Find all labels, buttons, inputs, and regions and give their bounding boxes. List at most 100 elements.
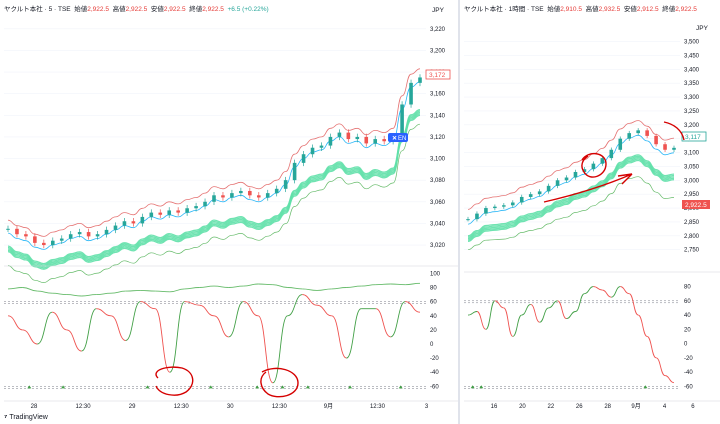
right-price-y-axis: 2,750 2,800 2,850 2,900 2,950 3,000 3,050 3,100… [684,40,700,254]
left-close-label: 終値 [189,6,203,13]
l-osc-signal-marker [145,385,150,389]
left-en-badge-text: EN [398,136,406,142]
left-symbol-header: ヤクルト本社 · 5 · TSE 始値2,922.5 高値2,922.5 安値2… [4,3,269,13]
l-candle-body [328,136,333,146]
l-osc-series-0-segment [213,315,229,338]
l-candle-body [77,232,82,235]
r-ma-green-line [467,176,675,251]
r-candle-body [546,185,551,192]
r-osc-series-0-segment [584,286,594,295]
r-candle-body [510,202,515,206]
l-osc-series-0-segment [243,301,259,317]
left-price-tag-text: 3,172 [429,72,446,79]
r-candle-body [573,171,578,178]
l-candle-body [355,136,360,140]
left-open-value: 2,922.5 [87,6,109,13]
left-en-badge[interactable]: ✕ EN [388,133,408,142]
right-price-grid [464,41,680,250]
l-osc-series-1-segment [140,289,156,292]
right-annotation-arc [663,121,685,141]
r-osc-series-0-segment [557,300,567,320]
l-candle-body [68,234,73,239]
l-osc-series-1-segment [272,284,288,288]
right-annotation-circle [581,153,607,178]
r-ma-red-line [467,120,675,210]
tradingview-logo[interactable]: ⁷ TradingView [4,413,48,422]
l-candle-body [409,82,413,105]
r-y-tick-1: 2,800 [684,234,700,240]
r-x-tick-1: 20 [519,404,526,410]
r-y-tick-4: 2,950 [684,192,700,198]
l-osc-series-1-segment [361,284,376,287]
r-y-tick-5: 3,000 [684,178,700,184]
right-x-axis: 16 20 22 26 28 9月 4 6 [464,400,720,410]
r-osc-series-0-segment [539,307,549,323]
l-candle-body [301,154,306,163]
panel-divider[interactable] [458,0,460,424]
r-osc-tick-5: -20 [684,356,693,362]
left-close-value: 2,922.5 [202,6,224,13]
r-candle-body [537,191,542,195]
l-osc-series-1-segment [184,287,200,290]
l-x-tick-5: 12:30 [272,404,288,410]
right-price-tag-text: 3,117 [685,134,701,141]
r-y-tick-9: 3,200 [684,123,700,129]
r-band-line [467,157,675,240]
r-y-tick-14: 3,450 [684,53,700,59]
l-osc-tick-2: 60 [430,300,437,306]
l-x-tick-8: 3 [425,404,429,410]
r-candle-body [663,144,667,150]
l-candle-body [113,225,118,230]
l-osc-tick-4: 20 [430,328,437,334]
r-y-tick-2: 2,850 [684,220,700,226]
r-osc-series-0-segment [611,286,621,298]
l-osc-series-1-segment [22,287,38,292]
l-osc-series-1-segment [96,292,112,296]
left-chart-panel[interactable]: ヤクルト本社 · 5 · TSE 始値2,922.5 高値2,922.5 安値2… [0,0,458,424]
l-candle-body [50,240,55,246]
left-chart-canvas[interactable]: JPY 3,0203,0403,0603,0803,1003,1203,1403… [0,0,458,424]
tradingview-mark-icon: ⁷ [4,413,8,422]
r-candle-body [484,208,488,214]
l-osc-tick-7: -40 [430,370,439,376]
l-candle-body [131,221,136,224]
l-osc-tick-0: 100 [430,271,441,277]
l-osc-signal-marker [27,385,32,389]
l-candle-body [274,188,279,194]
l-osc-signal-marker [280,385,285,389]
l-osc-series-1-segment [110,290,126,294]
l-candle-body [212,195,216,202]
l-candle-body [221,195,225,198]
left-currency-label: JPY [432,7,445,14]
r-osc-tick-2: 40 [684,313,691,319]
l-y-tick-10: 3,220 [430,27,446,33]
left-low-label: 安値 [150,6,164,13]
r-x-tick-2: 22 [547,404,554,410]
left-change: +6.5 (+0.22%) [227,6,269,13]
l-candle-body [256,195,261,198]
l-osc-series-1-segment [405,282,421,286]
left-price-tag: 3,172 [425,69,451,80]
l-candle-body [122,221,127,226]
l-y-tick-4: 3,100 [430,157,446,163]
l-osc-series-1-segment [81,294,97,297]
right-chart-panel[interactable]: ヤクルト本社 · 1時間 · TSE 始値2,910.5 高値2,932.5 安… [460,0,720,424]
l-osc-series-0-segment [7,315,23,331]
r-osc-series-0-segment [530,303,540,323]
l-osc-series-0-segment [110,315,126,341]
l-candle-body [310,147,315,155]
l-osc-series-0-segment [257,315,274,384]
left-annotation-circle-1 [155,366,194,396]
l-osc-series-0-segment [272,315,289,384]
l-osc-series-0-segment [390,301,406,338]
r-candle-body [609,149,614,159]
right-chart-canvas[interactable]: JPY 2,750 2,800 2,850 2,900 2,950 3,000 3,050 3… [460,0,720,424]
r-osc-series-0-segment [593,286,603,291]
l-x-tick-7: 12:30 [370,404,386,410]
r-candle-body [654,135,658,145]
left-annotations [155,366,299,398]
right-symbol: ヤクルト本社 · 1時間 · TSE [464,6,544,13]
l-candle-body [6,228,10,230]
r-osc-series-0-segment [664,375,675,384]
l-candle-body [283,180,288,189]
